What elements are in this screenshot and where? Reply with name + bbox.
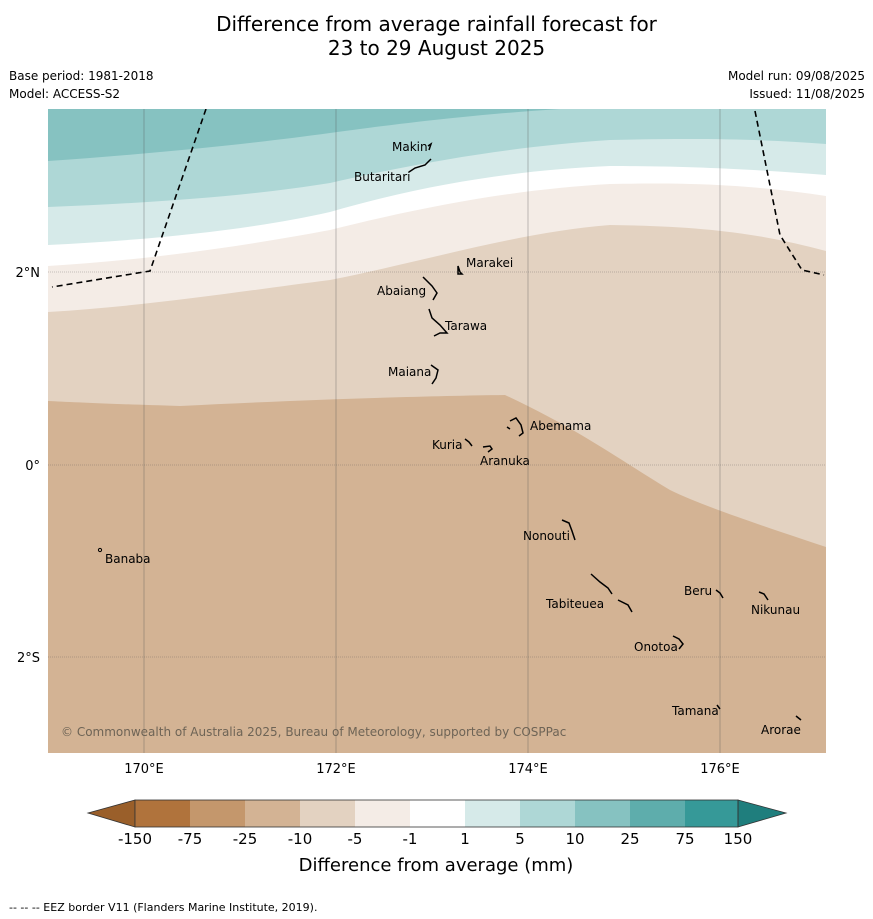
colorbar-tick-label: -75 <box>178 830 203 848</box>
lon-tick-label: 176°E <box>700 762 740 777</box>
colorbar-tick-label: 5 <box>515 830 525 848</box>
island-aranuka <box>482 445 494 453</box>
colorbar-tick-label: -1 <box>403 830 418 848</box>
place-label: Butaritari <box>354 170 411 184</box>
place-label: Tamana <box>671 704 719 718</box>
copyright-notice: © Commonwealth of Australia 2025, Bureau… <box>61 725 566 739</box>
model-run: Model run: 09/08/2025 <box>727 69 865 83</box>
lat-tick-label: 0° <box>25 459 40 474</box>
model-name: Model: ACCESS-S2 <box>9 87 121 101</box>
place-label: Kuria <box>432 438 463 452</box>
base-period: Base period: 1981-2018 <box>9 69 154 83</box>
place-label: Tarawa <box>444 319 487 333</box>
colorbar-tick-label: -10 <box>288 830 313 848</box>
chart-title-line1: Difference from average rainfall forecas… <box>216 12 657 36</box>
graticule <box>48 109 826 753</box>
colorbar-over-arrow <box>737 799 788 828</box>
lat-tick-label: 2°S <box>17 651 40 666</box>
place-label: Onotoa <box>634 640 678 654</box>
lon-tick-label: 170°E <box>124 762 164 777</box>
colorbar-bin <box>630 800 685 827</box>
place-label: Beru <box>684 584 712 598</box>
place-label: Abaiang <box>377 284 426 298</box>
place-label: Makin <box>392 140 428 154</box>
band-10-25 <box>48 109 560 161</box>
eez-legend-note: -- -- -- EEZ border V11 (Flanders Marine… <box>9 901 317 914</box>
colorbar-bin <box>575 800 630 827</box>
island-tamana <box>716 704 721 710</box>
island-onotoa <box>672 635 684 650</box>
colorbar-bin <box>135 800 190 827</box>
colorbar-bin <box>300 800 355 827</box>
island-nikunau <box>758 591 769 601</box>
island-beru <box>715 589 724 599</box>
lon-tick-labels: 170°E 172°E 174°E 176°E <box>124 762 740 777</box>
colorbar-bin <box>685 800 738 827</box>
island-abemama <box>506 417 524 437</box>
island-banaba <box>97 547 103 553</box>
island-kuria <box>464 438 473 447</box>
lat-tick-label: 2°N <box>16 266 41 281</box>
island-marakei <box>457 265 464 275</box>
colorbar-tick-label: 150 <box>724 830 753 848</box>
chart-title-line2: 23 to 29 August 2025 <box>327 36 546 60</box>
place-label: Abemama <box>530 419 591 433</box>
colorbar-bin <box>190 800 245 827</box>
issued-date: Issued: 11/08/2025 <box>749 87 865 101</box>
colorbar-tick-label: -5 <box>348 830 363 848</box>
colorbar-bin <box>245 800 300 827</box>
colorbar-bin <box>410 800 465 827</box>
lon-tick-label: 174°E <box>508 762 548 777</box>
island-butaritari <box>408 158 432 173</box>
colorbar-bin <box>520 800 575 827</box>
colorbar-tick-label: 75 <box>675 830 694 848</box>
colorbar-tick-label: -25 <box>233 830 258 848</box>
colorbar: -150 -75 -25 -10 -5 -1 1 5 10 25 75 150 … <box>86 799 788 876</box>
colorbar-tick-label: -150 <box>118 830 152 848</box>
place-label: Nonouti <box>523 529 570 543</box>
colorbar-bin <box>465 800 520 827</box>
colorbar-frame <box>134 799 739 828</box>
colorbar-under-arrow <box>86 799 136 828</box>
colorbar-tick-label: 25 <box>620 830 639 848</box>
place-label: Nikunau <box>751 603 800 617</box>
island-tabiteuea <box>590 573 633 613</box>
colorbar-label: Difference from average (mm) <box>299 855 574 876</box>
island-maiana <box>430 364 439 385</box>
island-nonouti <box>561 519 576 541</box>
place-label: Aranuka <box>480 454 530 468</box>
colorbar-tick-label: 10 <box>565 830 584 848</box>
island-abaiang <box>422 276 438 301</box>
place-labels: Makin Butaritari Marakei Abaiang Tarawa … <box>105 140 801 737</box>
lat-tick-labels: 2°N 0° 2°S <box>16 266 41 666</box>
island-outlines <box>408 142 802 721</box>
island-tarawa <box>428 308 449 337</box>
island-makin <box>427 142 433 151</box>
place-label: Banaba <box>105 552 151 566</box>
place-label: Tabiteuea <box>545 597 604 611</box>
place-label: Maiana <box>388 365 431 379</box>
colorbar-bin <box>355 800 410 827</box>
colorbar-tick-labels: -150 -75 -25 -10 -5 -1 1 5 10 25 75 150 <box>118 830 752 848</box>
rainfall-anomaly-map: Makin Butaritari Marakei Abaiang Tarawa … <box>48 109 826 753</box>
lon-tick-label: 172°E <box>316 762 356 777</box>
island-arorae <box>795 715 802 721</box>
eez-border <box>51 109 825 288</box>
colorbar-tick-label: 1 <box>460 830 470 848</box>
place-label: Arorae <box>761 723 801 737</box>
place-label: Marakei <box>466 256 513 270</box>
